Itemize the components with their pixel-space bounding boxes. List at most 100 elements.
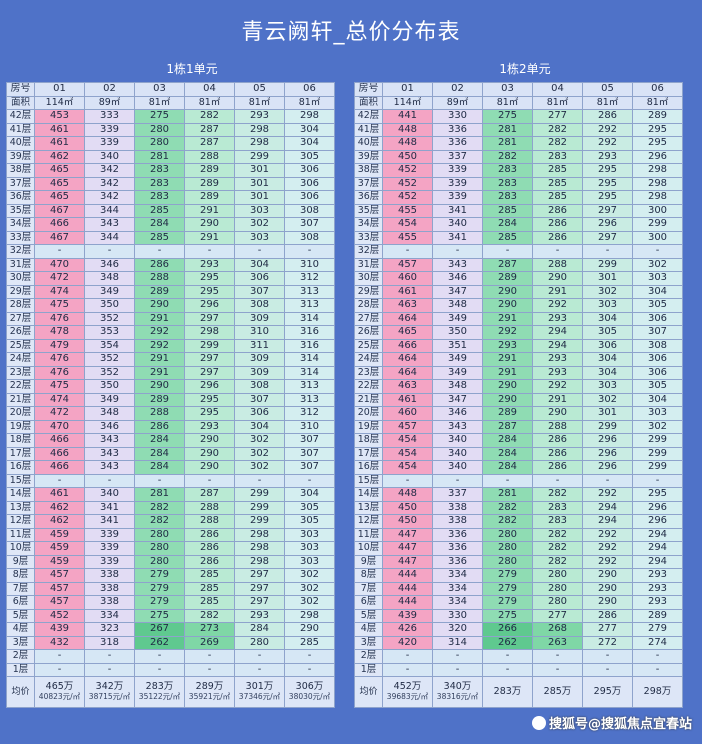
price-cell: 457 xyxy=(34,568,85,583)
unit-area: 81㎡ xyxy=(482,95,533,110)
price-cell: 280 xyxy=(234,635,285,650)
price-cell: 293 xyxy=(632,581,683,596)
price-cell: 348 xyxy=(432,298,483,313)
price-cell: 302 xyxy=(632,419,683,434)
price-cell: 301 xyxy=(234,190,285,205)
table-row: 12层 450 338 282 283 294 296 xyxy=(354,514,683,529)
price-cell: 346 xyxy=(84,419,135,434)
price-cell: 285 xyxy=(532,176,583,191)
price-cell: - xyxy=(234,649,285,664)
price-cell: 297 xyxy=(234,595,285,610)
price-cell: 478 xyxy=(34,325,85,340)
price-cell: 286 xyxy=(532,460,583,475)
price-cell: 284 xyxy=(134,217,185,232)
price-cell: 282 xyxy=(482,500,533,515)
price-cell: 310 xyxy=(284,257,335,272)
price-cell: 287 xyxy=(482,257,533,272)
price-cell: 294 xyxy=(632,527,683,542)
avg-price-cell: 301万 37346元/㎡ xyxy=(234,676,285,708)
price-cell: - xyxy=(582,662,633,677)
price-cell: 305 xyxy=(284,149,335,164)
price-cell: 307 xyxy=(284,217,335,232)
room-number: 02 xyxy=(84,82,135,97)
header-row: 房号 01 02 03 04 05 06 xyxy=(354,82,683,97)
price-cell: 334 xyxy=(432,568,483,583)
price-cell: 286 xyxy=(582,608,633,623)
price-cell: - xyxy=(234,244,285,259)
price-cell: 301 xyxy=(234,176,285,191)
price-cell: 291 xyxy=(184,230,235,245)
unit-area: 81㎡ xyxy=(134,95,185,110)
price-cell: 298 xyxy=(632,176,683,191)
price-cell: 463 xyxy=(382,298,433,313)
price-cell: 307 xyxy=(284,433,335,448)
price-cell: 286 xyxy=(184,541,235,556)
price-cell: 284 xyxy=(134,446,185,461)
floor-label: 13层 xyxy=(6,500,35,515)
price-cell: 287 xyxy=(184,487,235,502)
price-cell: 339 xyxy=(432,163,483,178)
price-cell: 342 xyxy=(84,176,135,191)
price-cell: 467 xyxy=(34,203,85,218)
table-row: 23层 464 349 291 293 304 306 xyxy=(354,365,683,380)
price-cell: 454 xyxy=(382,433,433,448)
price-cell: 337 xyxy=(432,487,483,502)
price-cell: 289 xyxy=(482,271,533,286)
price-cell: 299 xyxy=(582,257,633,272)
price-cell: 306 xyxy=(582,338,633,353)
price-cell: 289 xyxy=(184,176,235,191)
price-cell: 452 xyxy=(382,163,433,178)
price-cell: 290 xyxy=(582,581,633,596)
price-cell: 293 xyxy=(184,419,235,434)
price-cell: 455 xyxy=(382,230,433,245)
price-cell: 447 xyxy=(382,554,433,569)
price-cell: 303 xyxy=(582,298,633,313)
price-cell: - xyxy=(34,662,85,677)
table-row: 16层 454 340 284 286 296 299 xyxy=(354,460,683,475)
price-cell: 464 xyxy=(382,311,433,326)
floor-label: 15层 xyxy=(6,473,35,488)
price-cell: 280 xyxy=(482,527,533,542)
price-cell: - xyxy=(632,649,683,664)
price-cell: 303 xyxy=(632,271,683,286)
floor-label: 4层 xyxy=(354,622,383,637)
average-row: 均价 465万 40823元/㎡ 342万 38715元/㎡ 283万 35122元/㎡ 28… xyxy=(6,676,335,708)
price-cell: 293 xyxy=(234,608,285,623)
price-cell: 285 xyxy=(184,595,235,610)
avg-price-cell: 283万 35122元/㎡ xyxy=(134,676,185,708)
table-row: 2层 - - - - - - xyxy=(354,649,683,664)
unit-area: 114㎡ xyxy=(34,95,85,110)
floor-label: 3层 xyxy=(354,635,383,650)
unit-area: 89㎡ xyxy=(432,95,483,110)
floor-label: 38层 xyxy=(6,163,35,178)
price-cell: 282 xyxy=(532,122,583,137)
price-cell: 286 xyxy=(532,203,583,218)
price-cell: 281 xyxy=(134,149,185,164)
price-cell: 448 xyxy=(382,487,433,502)
floor-label: 5层 xyxy=(354,608,383,623)
floor-label: 1层 xyxy=(6,662,35,677)
area-label: 面积 xyxy=(6,95,35,110)
floor-label: 42层 xyxy=(6,109,35,124)
price-cell: 461 xyxy=(382,284,433,299)
table-row: 25层 466 351 293 294 306 308 xyxy=(354,338,683,353)
price-cell: 288 xyxy=(184,149,235,164)
price-cell: 307 xyxy=(632,325,683,340)
floor-label: 32层 xyxy=(354,244,383,259)
price-cell: 294 xyxy=(632,541,683,556)
floor-label: 30层 xyxy=(354,271,383,286)
price-cell: 286 xyxy=(532,433,583,448)
price-cell: 353 xyxy=(84,325,135,340)
price-cell: 352 xyxy=(84,311,135,326)
price-cell: 293 xyxy=(532,365,583,380)
price-cell: 295 xyxy=(632,136,683,151)
price-cell: 280 xyxy=(482,541,533,556)
avg-total: 340万 xyxy=(443,681,472,692)
price-cell: 348 xyxy=(432,379,483,394)
price-cell: 350 xyxy=(84,379,135,394)
price-cell: 299 xyxy=(632,217,683,232)
price-cell: 279 xyxy=(134,595,185,610)
floor-label: 23层 xyxy=(6,365,35,380)
price-cell: 288 xyxy=(184,514,235,529)
table-row: 17层 454 340 284 286 296 299 xyxy=(354,446,683,461)
